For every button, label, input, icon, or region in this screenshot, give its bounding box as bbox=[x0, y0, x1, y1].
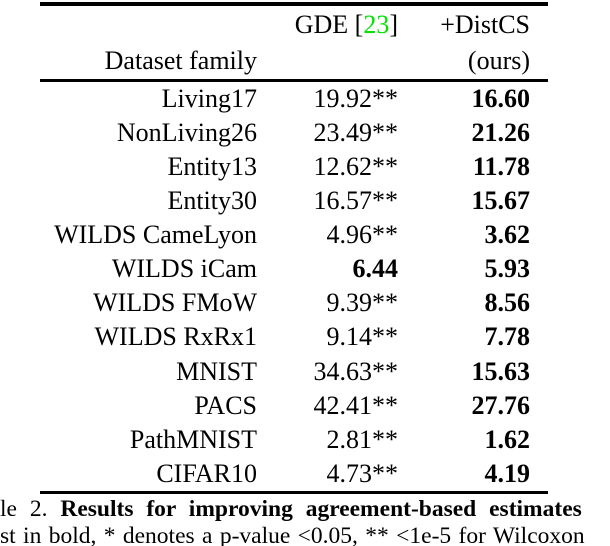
table-row: MNIST 34.63** 15.63 bbox=[40, 355, 548, 389]
caption-table-number: le 2. bbox=[0, 496, 48, 522]
gde-value-cell: 12.62** bbox=[313, 151, 399, 181]
gde-value-cell: 19.92** bbox=[313, 83, 399, 113]
table-row: NonLiving26 23.49** 21.26 bbox=[40, 116, 548, 150]
header-empty-cell bbox=[40, 6, 257, 43]
results-table: GDE [23] +DistCS Dataset family (ours) L… bbox=[40, 2, 548, 495]
table-row: WILDS iCam 6.44 5.93 bbox=[40, 252, 548, 286]
gde-value-cell: 34.63** bbox=[313, 356, 399, 386]
ours-value-cell: 16.60 bbox=[471, 83, 531, 113]
table-row: PathMNIST 2.81** 1.62 bbox=[40, 423, 548, 457]
ours-value-cell: 4.19 bbox=[484, 458, 531, 488]
table-row: Entity30 16.57** 15.67 bbox=[40, 184, 548, 218]
dataset-name-cell: PathMNIST bbox=[129, 424, 257, 454]
gde-bracket-close: ] bbox=[389, 9, 398, 39]
ours-value-cell: 11.78 bbox=[472, 151, 530, 181]
ours-value-cell: 27.76 bbox=[471, 390, 531, 420]
ours-value-cell: 3.62 bbox=[484, 220, 531, 250]
dataset-name-cell: Entity30 bbox=[167, 186, 257, 216]
ours-value-cell: 15.63 bbox=[471, 356, 531, 386]
table-body: Living17 19.92** 16.60 NonLiving26 23.49… bbox=[40, 82, 548, 491]
dataset-name-cell: CIFAR10 bbox=[156, 458, 257, 488]
gde-value-cell: 4.73** bbox=[326, 458, 399, 488]
caption-title: Results for improving agreement-based es… bbox=[60, 496, 582, 522]
top-rule bbox=[40, 2, 548, 6]
gde-text: GDE [ bbox=[294, 9, 364, 39]
gde-value-cell: 4.96** bbox=[326, 220, 399, 250]
ours-value-cell: 1.62 bbox=[484, 424, 531, 454]
caption-line1: le 2. Results for improving agreement-ba… bbox=[0, 496, 610, 523]
gde-value-cell: 42.41** bbox=[313, 390, 399, 420]
caption-line2: st in bold, * denotes a p-value <0.05, *… bbox=[0, 523, 585, 546]
header-ours-label: (ours) bbox=[467, 45, 530, 75]
ours-value-cell: 5.93 bbox=[484, 254, 531, 284]
header-distcs-label: +DistCS bbox=[440, 9, 530, 39]
gde-value-cell: 9.14** bbox=[326, 322, 399, 352]
dataset-name-cell: NonLiving26 bbox=[116, 117, 257, 147]
ours-value-cell: 8.56 bbox=[484, 288, 531, 318]
bottom-rule bbox=[40, 490, 548, 495]
table-row: Entity13 12.62** 11.78 bbox=[40, 150, 548, 184]
gde-value-cell: 6.44 bbox=[352, 254, 399, 284]
table-row: WILDS CameLyon 4.96** 3.62 bbox=[40, 218, 548, 252]
dataset-name-cell: WILDS iCam bbox=[111, 254, 257, 284]
dataset-name-cell: WILDS CameLyon bbox=[54, 220, 257, 250]
table-row: CIFAR10 4.73** 4.19 bbox=[40, 457, 548, 491]
ours-value-cell: 7.78 bbox=[484, 322, 531, 352]
ours-value-cell: 15.67 bbox=[471, 186, 531, 216]
dataset-name-cell: PACS bbox=[194, 390, 257, 420]
header-gde-label: GDE [23] bbox=[257, 6, 398, 43]
gde-value-cell: 2.81** bbox=[326, 424, 399, 454]
gde-value-cell: 23.49** bbox=[313, 117, 399, 147]
ours-value-cell: 21.26 bbox=[471, 117, 531, 147]
table-header-row-2: Dataset family (ours) bbox=[40, 43, 548, 80]
gde-value-cell: 9.39** bbox=[326, 288, 399, 318]
dataset-name-cell: Living17 bbox=[161, 83, 257, 113]
dataset-name-cell: MNIST bbox=[176, 356, 257, 386]
header-dataset-family-label: Dataset family bbox=[104, 45, 257, 75]
header-empty-cell bbox=[257, 43, 398, 80]
table-row: PACS 42.41** 27.76 bbox=[40, 389, 548, 423]
citation-23-link[interactable]: 23 bbox=[363, 9, 390, 39]
dataset-name-cell: Entity13 bbox=[167, 151, 257, 181]
dataset-name-cell: WILDS FMoW bbox=[93, 288, 257, 318]
dataset-name-cell: WILDS RxRx1 bbox=[94, 322, 258, 352]
table-row: WILDS FMoW 9.39** 8.56 bbox=[40, 286, 548, 320]
table-row: WILDS RxRx1 9.14** 7.78 bbox=[40, 320, 548, 354]
header-rule bbox=[40, 79, 548, 82]
table-row: Living17 19.92** 16.60 bbox=[40, 82, 548, 116]
gde-value-cell: 16.57** bbox=[313, 186, 399, 216]
table-header-row-1: GDE [23] +DistCS bbox=[40, 6, 548, 43]
table-caption: le 2. Results for improving agreement-ba… bbox=[0, 496, 610, 546]
